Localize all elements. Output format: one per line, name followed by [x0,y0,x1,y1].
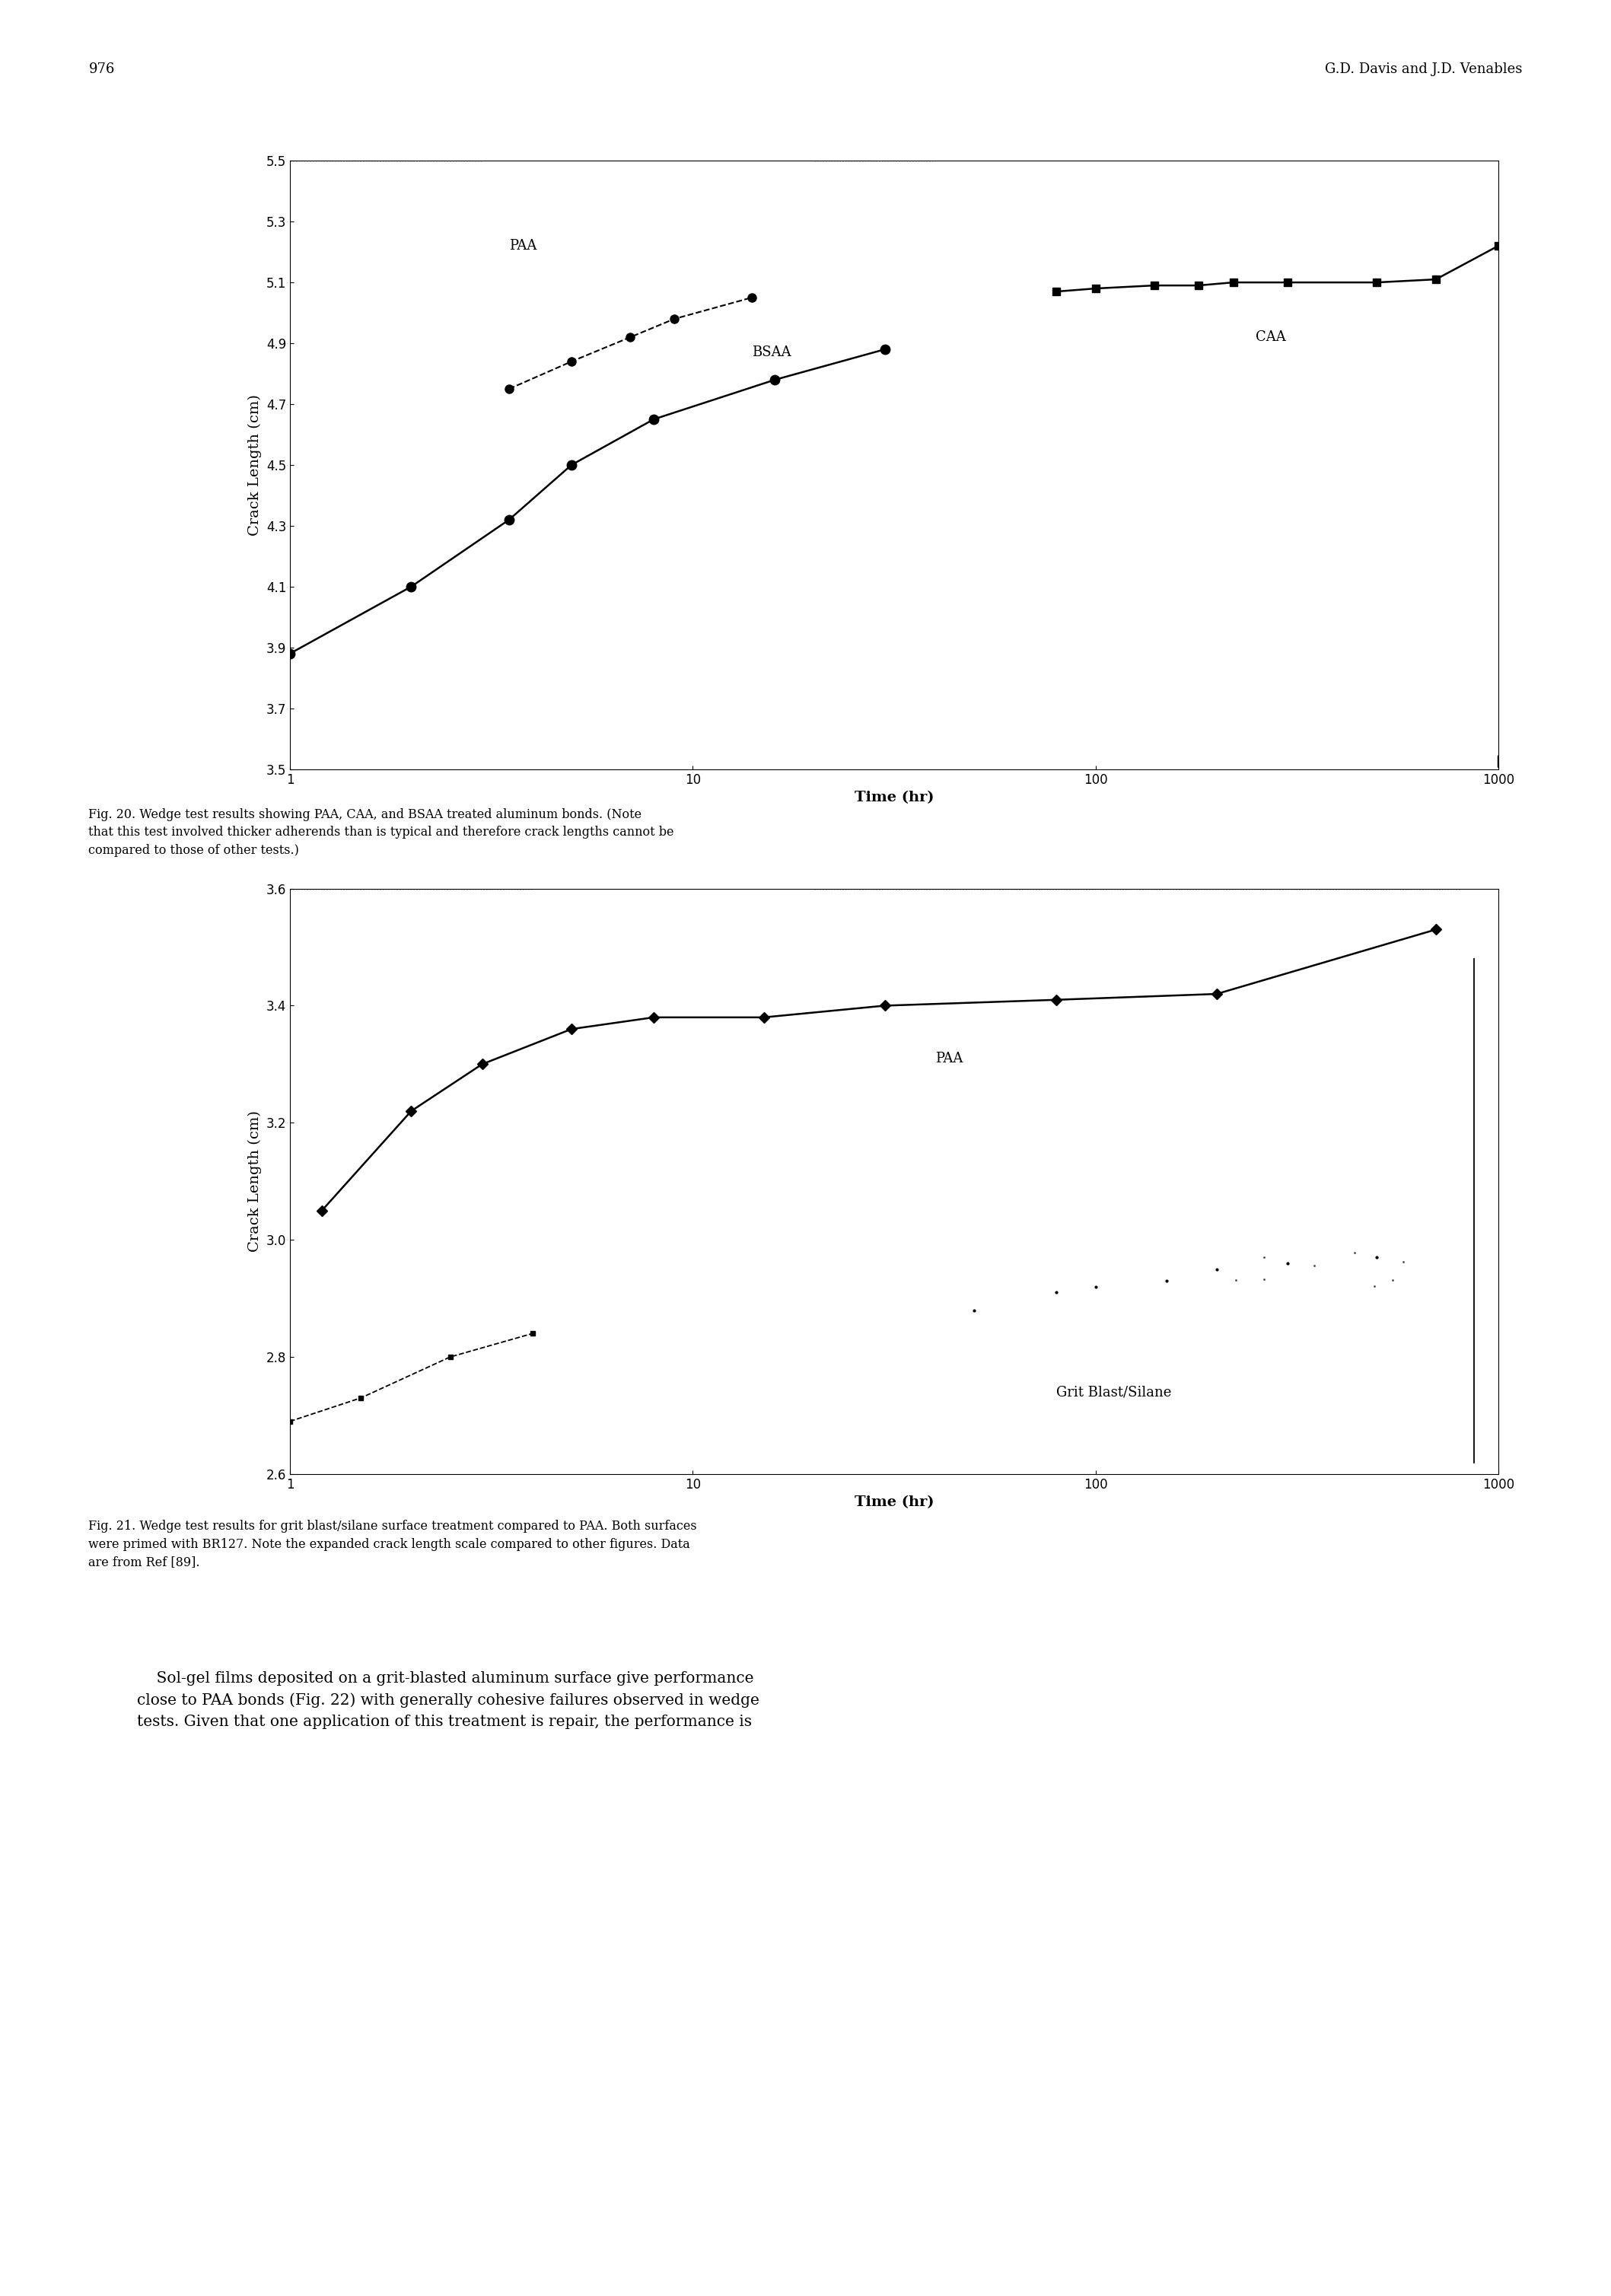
Text: Fig. 20. Wedge test results showing PAA, CAA, and BSAA treated aluminum bonds. (: Fig. 20. Wedge test results showing PAA,… [89,808,673,856]
Text: PAA: PAA [936,1052,963,1065]
Text: Fig. 21. Wedge test results for grit blast/silane surface treatment compared to : Fig. 21. Wedge test results for grit bla… [89,1520,698,1568]
Y-axis label: Crack Length (cm): Crack Length (cm) [248,395,263,535]
Text: G.D. Davis and J.D. Venables: G.D. Davis and J.D. Venables [1324,62,1522,76]
Text: 976: 976 [89,62,114,76]
X-axis label: Time (hr): Time (hr) [854,1495,934,1508]
Y-axis label: Crack Length (cm): Crack Length (cm) [248,1111,263,1251]
Text: PAA: PAA [509,239,536,253]
Text: BSAA: BSAA [752,344,791,358]
Text: CAA: CAA [1255,331,1286,344]
Text: Sol-gel films deposited on a grit-blasted aluminum surface give performance
clos: Sol-gel films deposited on a grit-blaste… [137,1671,759,1729]
Text: Grit Blast/Silane: Grit Blast/Silane [1057,1384,1171,1398]
X-axis label: Time (hr): Time (hr) [854,790,934,804]
